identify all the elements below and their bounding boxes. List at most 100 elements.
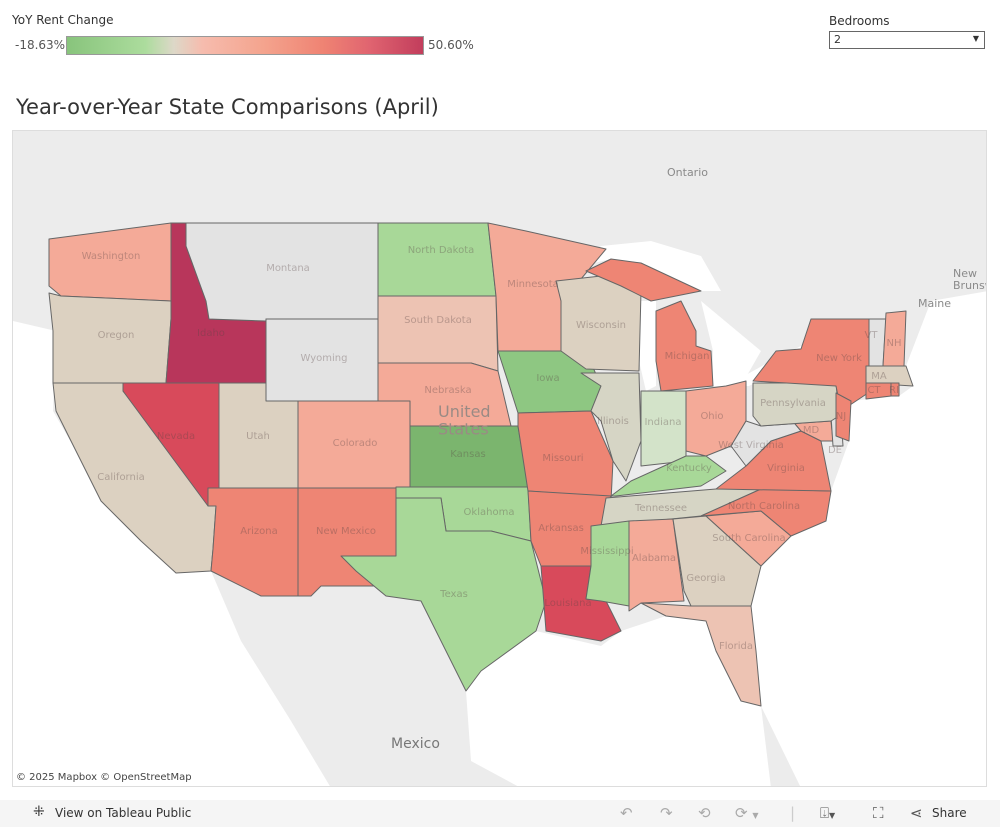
state-nj[interactable] — [835, 392, 852, 442]
state-label-wy: Wyoming — [301, 353, 348, 364]
toolbar-divider: | — [790, 804, 796, 822]
state-label-nj: NJ — [836, 411, 846, 422]
state-label-va: Virginia — [767, 463, 805, 474]
share-button[interactable]: Share — [932, 806, 967, 820]
state-label-sc: South Carolina — [712, 533, 785, 544]
map-attribution: © 2025 Mapbox © OpenStreetMap — [16, 772, 192, 783]
basemap — [13, 241, 986, 786]
pacific-ocean — [13, 321, 330, 786]
state-label-ne: Nebraska — [424, 385, 471, 396]
state-label-md: MD — [803, 425, 820, 436]
state-label-vt: VT — [865, 330, 879, 341]
state-ma[interactable] — [865, 365, 914, 387]
tableau-toolbar: ⁜ View on Tableau Public ↶ ↷ ⟲ ⟳ ▼ | ⍗▼ … — [0, 800, 1000, 827]
state-label-nd: North Dakota — [408, 245, 475, 256]
page-title: Year-over-Year State Comparisons (April) — [16, 95, 439, 119]
state-wa[interactable] — [48, 222, 172, 302]
state-ri[interactable] — [890, 382, 900, 397]
state-in[interactable] — [640, 390, 687, 467]
state-label-ms: Mississippi — [580, 546, 633, 557]
state-label-ct: CT — [867, 385, 881, 396]
state-label-id: Idaho — [197, 328, 225, 339]
state-labels: Washington Oregon California Nevada Idaho Mon… — [82, 245, 902, 652]
state-label-or: Oregon — [98, 330, 135, 341]
revert-icon[interactable]: ⟲ — [698, 804, 711, 822]
state-label-ga: Georgia — [686, 573, 725, 584]
state-ms[interactable] — [585, 520, 630, 607]
state-label-ma: MA — [871, 371, 887, 382]
state-label-wv: West Virginia — [718, 440, 783, 451]
state-label-sd: South Dakota — [404, 315, 472, 326]
state-az[interactable] — [207, 487, 299, 597]
map-canvas[interactable]: Washington Oregon California Nevada Idaho Mon… — [13, 131, 987, 787]
state-label-ri: RI — [889, 385, 899, 396]
state-label-ks: Kansas — [450, 449, 485, 460]
legend-min: -18.63% — [15, 38, 66, 52]
state-label-ut: Utah — [246, 431, 270, 442]
state-label-pa: Pennsylvania — [760, 398, 826, 409]
lake-michigan-huron — [639, 301, 761, 391]
legend-color-ramp — [66, 36, 424, 55]
state-label-co: Colorado — [333, 438, 378, 449]
state-tx[interactable] — [340, 497, 547, 692]
state-label-az: Arizona — [240, 526, 278, 537]
lake-superior — [581, 241, 721, 291]
state-label-tx: Texas — [439, 589, 468, 600]
state-sd[interactable] — [377, 295, 499, 372]
state-mi[interactable] — [585, 258, 714, 392]
refresh-icon[interactable]: ⟳ ▼ — [735, 804, 759, 822]
chevron-down-icon: ▼ — [972, 34, 979, 43]
redo-icon[interactable]: ↷ — [660, 804, 673, 822]
state-label-ar: Arkansas — [538, 523, 584, 534]
label-ontario: Ontario — [667, 166, 708, 179]
state-map[interactable]: Washington Oregon California Nevada Idaho Mon… — [12, 130, 987, 787]
state-label-mo: Missouri — [542, 453, 583, 464]
label-united-states: United States — [438, 402, 491, 439]
state-label-nv: Nevada — [157, 431, 195, 442]
state-label-al: Alabama — [632, 553, 676, 564]
states-layer — [48, 222, 914, 707]
label-new-brunswick: NewBrunsw — [953, 267, 987, 292]
state-label-in: Indiana — [644, 417, 681, 428]
state-label-ia: Iowa — [536, 373, 559, 384]
state-label-mi: Michigan — [665, 351, 710, 362]
legend-max: 50.60% — [428, 38, 474, 52]
state-label-la: Louisiana — [544, 598, 591, 609]
state-label-oh: Ohio — [700, 411, 723, 422]
undo-icon[interactable]: ↶ — [620, 804, 633, 822]
state-label-fl: Florida — [719, 641, 753, 652]
share-icon[interactable]: ⋖ — [910, 804, 923, 822]
state-label-de: DE — [828, 445, 842, 456]
state-label-nm: New Mexico — [316, 526, 376, 537]
state-label-il: Illinois — [597, 416, 629, 427]
state-label-wi: Wisconsin — [576, 320, 626, 331]
atlantic-ocean — [751, 291, 986, 786]
gulf-of-mexico — [466, 616, 771, 786]
state-label-mn: Minnesota — [507, 279, 559, 290]
bedrooms-dropdown[interactable]: 2 ▼ — [829, 31, 985, 49]
view-on-tableau-public-link[interactable]: View on Tableau Public — [55, 806, 192, 820]
fullscreen-icon[interactable]: ⛶ — [873, 804, 884, 822]
download-icon[interactable]: ⍗▼ — [820, 804, 836, 822]
state-label-ca: California — [97, 472, 145, 483]
state-il[interactable] — [580, 372, 642, 482]
state-label-nc: North Carolina — [728, 501, 800, 512]
state-label-nh: NH — [887, 338, 902, 349]
state-label-ny: New York — [816, 353, 862, 364]
state-label-wa: Washington — [82, 251, 141, 262]
state-ky[interactable] — [610, 455, 727, 497]
bedrooms-filter-label: Bedrooms — [829, 14, 890, 28]
bedrooms-value: 2 — [834, 33, 841, 46]
state-label-ok: Oklahoma — [464, 507, 515, 518]
state-label-mt: Montana — [266, 263, 310, 274]
tableau-logo-icon: ⁜ — [33, 804, 45, 820]
label-maine: Maine — [918, 297, 951, 310]
legend-title: YoY Rent Change — [12, 13, 114, 27]
state-nd[interactable] — [377, 222, 497, 297]
label-mexico: Mexico — [391, 736, 440, 752]
state-al[interactable] — [628, 518, 685, 612]
state-fl[interactable] — [640, 602, 762, 707]
state-label-ky: Kentucky — [666, 463, 712, 474]
state-label-tn: Tennessee — [634, 503, 687, 514]
